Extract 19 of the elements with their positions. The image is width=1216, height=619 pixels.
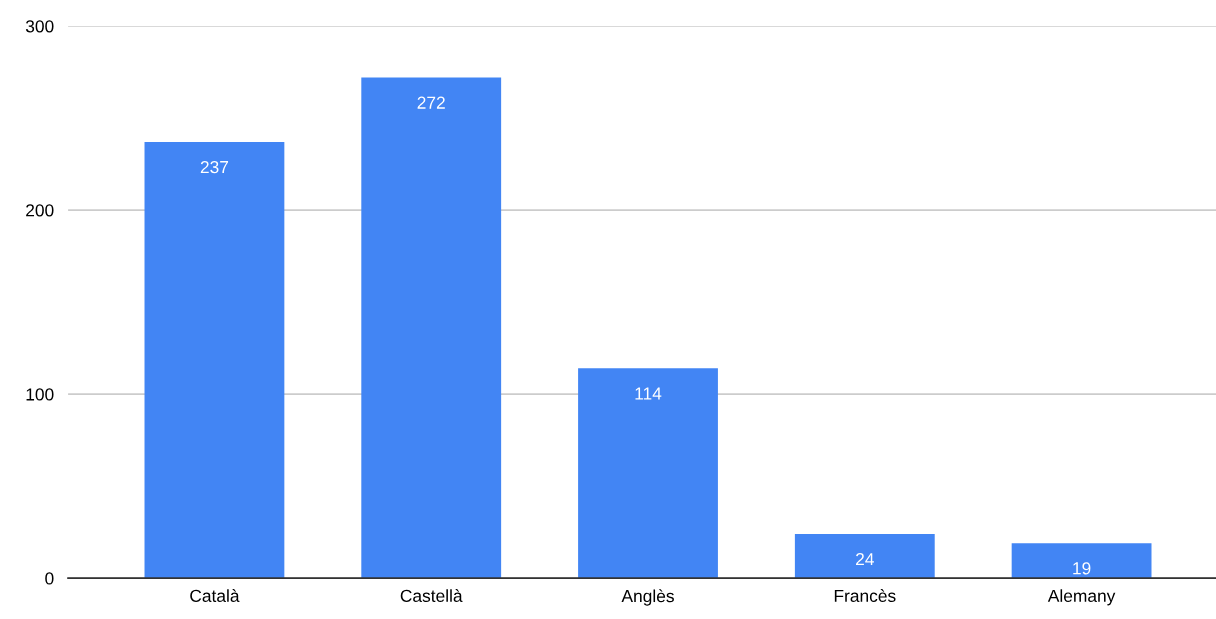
x-tick-label: Alemany xyxy=(1047,589,1116,606)
data-label: 24 xyxy=(856,552,874,566)
x-tick-label: Català xyxy=(190,589,240,603)
x-tick-label: Castellà xyxy=(400,589,463,603)
bar xyxy=(794,533,935,579)
data-label: 114 xyxy=(635,387,662,400)
bar xyxy=(578,368,718,579)
y-tick-label: 300 xyxy=(25,20,54,33)
y-tick-label: 200 xyxy=(26,204,54,217)
bar xyxy=(144,141,285,579)
bar xyxy=(361,77,502,579)
x-tick-label: Anglès xyxy=(621,589,674,606)
y-tick-label: 0 xyxy=(45,572,54,585)
bar xyxy=(1011,543,1152,579)
x-tick-label: Francès xyxy=(834,589,896,603)
y-tick-label: 100 xyxy=(26,388,54,401)
data-label: 237 xyxy=(200,160,229,174)
data-label: 272 xyxy=(417,96,445,109)
data-label: 19 xyxy=(1073,562,1091,575)
